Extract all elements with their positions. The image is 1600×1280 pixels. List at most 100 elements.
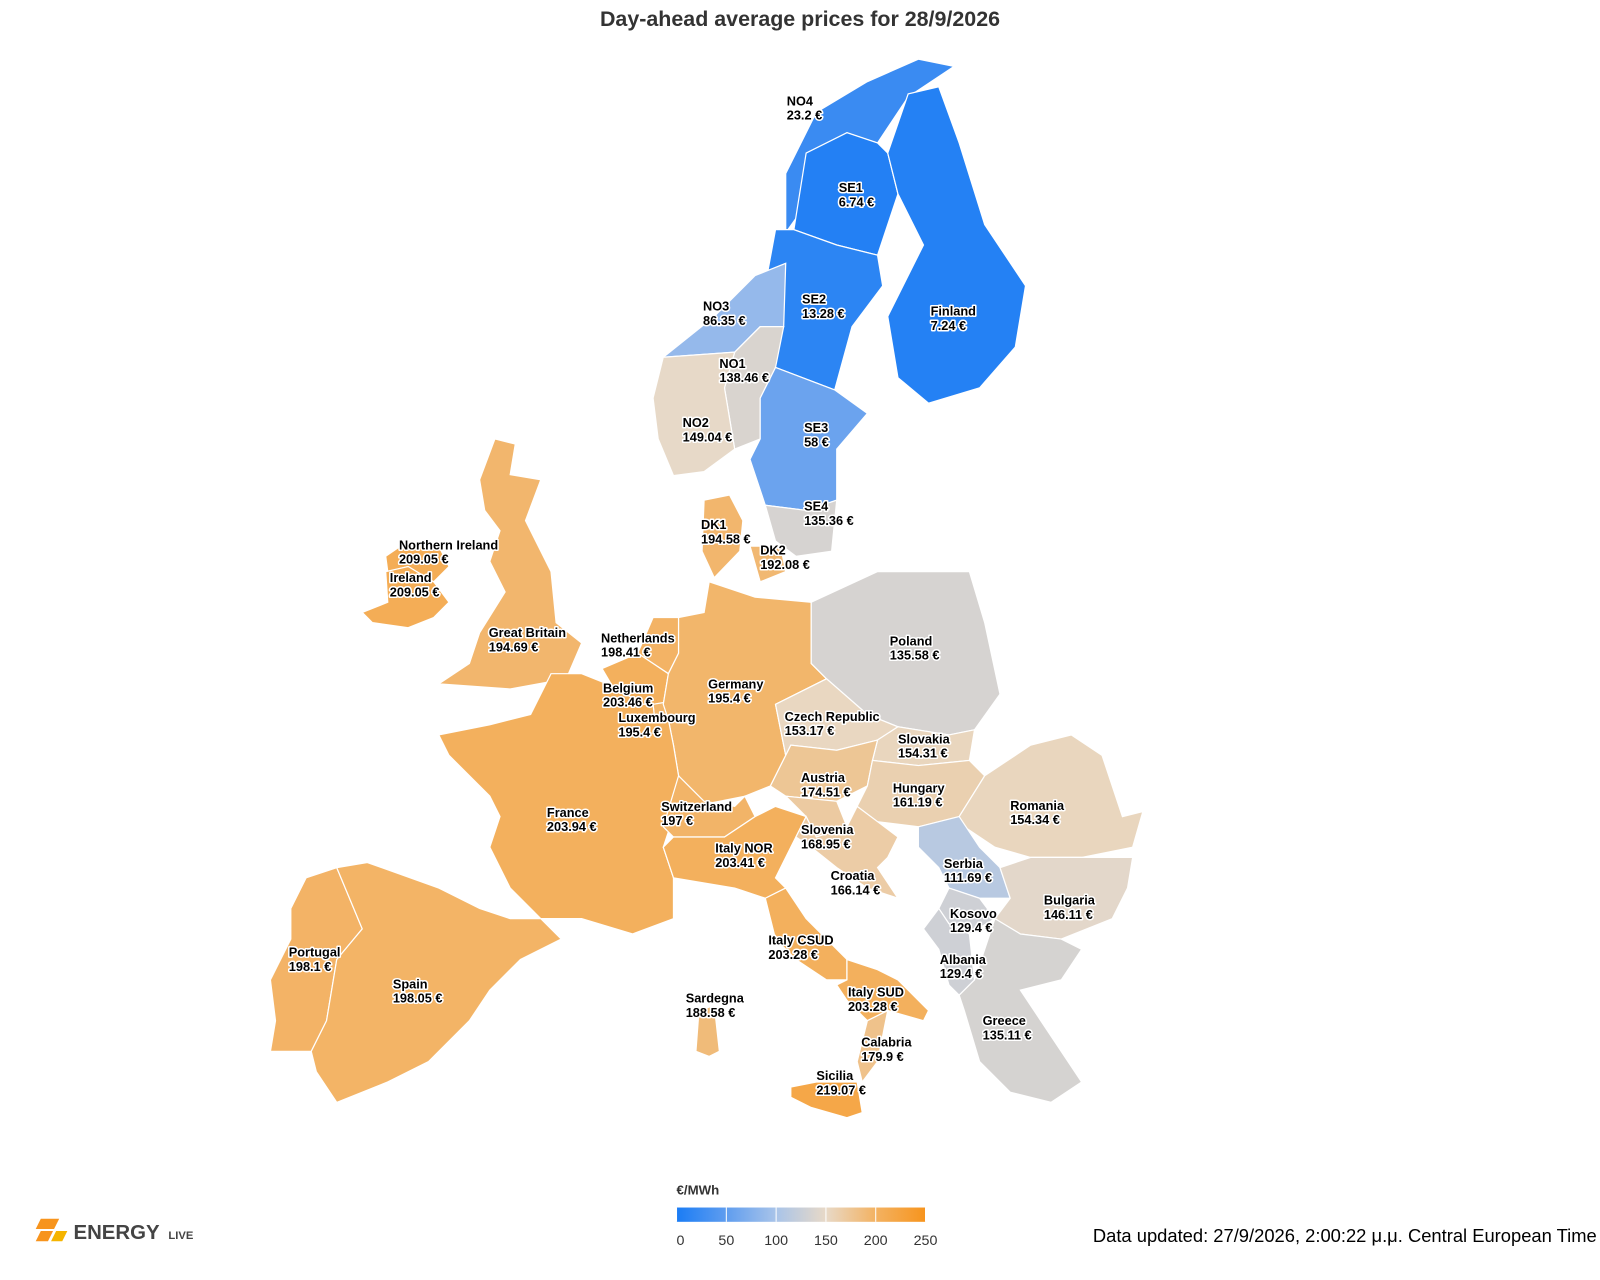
region (917, 815, 1012, 899)
region (662, 805, 807, 899)
legend-tick-label: 150 (814, 1233, 838, 1249)
region-value: 154.31 € (898, 746, 948, 761)
region-name: Calabria (861, 1035, 912, 1050)
legend-tick-label: 250 (914, 1233, 938, 1249)
region (652, 351, 736, 477)
region-name: Northern Ireland (399, 537, 498, 552)
region-name: Poland (890, 633, 933, 648)
region-value: 195.4 € (618, 724, 661, 739)
region-value: 58 € (804, 434, 829, 449)
region-name: Romania (1010, 798, 1065, 813)
region-value: 166.14 € (831, 882, 881, 897)
region-value: 129.4 € (940, 966, 983, 981)
region-name: Netherlands (601, 630, 675, 645)
region-value: 203.94 € (547, 819, 597, 834)
regions (269, 58, 1144, 1119)
region-name: NO2 (683, 415, 709, 430)
region-name: Slovakia (898, 731, 951, 746)
region-value: 7.24 € (931, 318, 966, 333)
region-name: Austria (801, 770, 846, 785)
region-value: 197 € (661, 813, 693, 828)
update-note: Data updated: 27/9/2026, 2:00:22 μ.μ. Ce… (1093, 1225, 1597, 1246)
logo-text: ENERGY (73, 1222, 160, 1244)
region (437, 673, 695, 935)
region-value: 203.46 € (603, 695, 653, 710)
legend-tick-label: 100 (764, 1233, 788, 1249)
region-name: Czech Republic (785, 709, 880, 724)
region-value: 203.28 € (768, 947, 818, 962)
region-value: 195.4 € (708, 691, 751, 706)
region-value: 135.58 € (890, 648, 940, 663)
region-name: Hungary (893, 780, 946, 795)
legend: €/MWh 0 50 100 150 200 250 (676, 1183, 938, 1249)
region-name: SE2 (802, 291, 826, 306)
region-name: France (547, 805, 589, 820)
region-value: 6.74 € (839, 194, 874, 209)
region-value: 149.04 € (683, 429, 733, 444)
region-name: Sardegna (686, 991, 745, 1006)
region-name: SE3 (804, 420, 828, 435)
region-name: Finland (931, 304, 976, 319)
region (436, 438, 583, 690)
region (749, 545, 787, 583)
region (701, 494, 744, 579)
region (958, 734, 1144, 859)
region-value: 194.58 € (701, 531, 751, 546)
region-name: DK1 (701, 517, 727, 532)
region-name: Great Britain (489, 625, 566, 640)
region-value: 198.05 € (393, 991, 443, 1006)
region-name: Bulgaria (1044, 893, 1096, 908)
region-value: 111.69 € (944, 870, 992, 885)
region-name: Spain (393, 976, 428, 991)
region-value: 203.28 € (848, 999, 898, 1014)
region (361, 565, 450, 629)
region-value: 203.41 € (715, 855, 765, 870)
logo-mark (51, 1231, 68, 1242)
region (310, 861, 563, 1104)
region (764, 499, 838, 557)
region-name: Greece (983, 1013, 1026, 1028)
color-bar (676, 1207, 926, 1222)
legend-tick-label: 50 (718, 1233, 734, 1249)
region-name: SE4 (804, 499, 829, 514)
region-value: 161.19 € (893, 795, 943, 810)
region-value: 198.41 € (601, 645, 651, 660)
region-name: Luxembourg (618, 710, 695, 725)
region-value: 192.08 € (760, 557, 810, 572)
region-name: Germany (708, 676, 764, 691)
logo-mark (35, 1218, 60, 1229)
region-name: Slovenia (801, 822, 854, 837)
region-name: Switzerland (661, 799, 732, 814)
region-name: Italy SUD (848, 985, 904, 1000)
region-name: Italy CSUD (768, 932, 833, 947)
region-value: 146.11 € (1044, 907, 1093, 922)
region-value: 129.4 € (950, 920, 993, 935)
region (958, 917, 1083, 1104)
region-name: Italy NOR (715, 841, 772, 856)
region-value: 153.17 € (785, 723, 835, 738)
logo-mark (35, 1231, 54, 1242)
region-value: 13.28 € (802, 306, 845, 321)
region-value: 209.05 € (390, 584, 440, 599)
region-value: 138.46 € (719, 370, 769, 385)
legend-title: €/MWh (677, 1183, 720, 1198)
region (887, 86, 1027, 404)
region-name: NO3 (703, 299, 729, 314)
region-value: 154.34 € (1010, 812, 1060, 827)
region-value: 188.58 € (686, 1005, 736, 1020)
region-name: Ireland (390, 570, 432, 585)
region-value: 194.69 € (489, 640, 539, 655)
legend-tick-label: 200 (864, 1233, 888, 1249)
logo: ENERGY LIVE (35, 1218, 194, 1244)
region (790, 1081, 863, 1119)
region-value: 135.11 € (983, 1027, 1032, 1042)
region-value: 179.9 € (861, 1049, 904, 1064)
region-name: Serbia (944, 856, 984, 871)
region-name: Croatia (831, 868, 876, 883)
region-name: Albania (940, 952, 987, 967)
region-name: NO1 (719, 356, 745, 371)
region-name: SE1 (839, 180, 863, 195)
region (856, 1009, 889, 1084)
